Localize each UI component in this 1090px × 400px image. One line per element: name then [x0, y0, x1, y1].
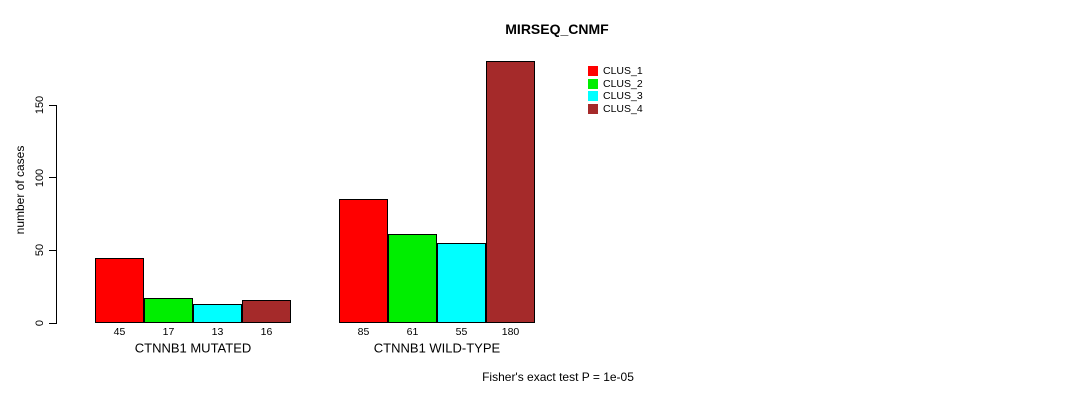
- bar-clus_2-group2: [388, 234, 437, 323]
- y-axis-tick: [49, 322, 56, 324]
- legend-swatch-clus_3: [588, 91, 598, 102]
- bar-clus_3-group2: [437, 243, 486, 323]
- bar-value-label: 16: [260, 326, 273, 338]
- fisher-test-annotation: Fisher's exact test P = 1e-05: [482, 370, 634, 384]
- legend-label-clus_2: CLUS_2: [603, 77, 643, 90]
- legend-swatch-clus_4: [588, 104, 598, 115]
- category-label: CTNNB1 MUTATED: [134, 340, 252, 356]
- y-axis-tick-label: 100: [34, 168, 46, 187]
- bar-value-label: 45: [113, 326, 126, 338]
- legend-swatch-clus_2: [588, 78, 598, 89]
- y-axis-line: [56, 105, 57, 324]
- bar-clus_2-group1: [144, 298, 193, 323]
- legend-label-clus_3: CLUS_3: [603, 90, 643, 103]
- category-label: CTNNB1 WILD-TYPE: [373, 340, 501, 356]
- y-axis-tick: [49, 104, 56, 106]
- bar-value-label: 13: [211, 326, 224, 338]
- bar-value-label: 85: [357, 326, 370, 338]
- y-axis-tick: [49, 249, 56, 251]
- legend-swatch-clus_1: [588, 66, 598, 76]
- legend-label-clus_4: CLUS_4: [603, 103, 643, 116]
- y-axis-tick-label: 50: [34, 244, 46, 257]
- bar-clus_4-group1: [242, 299, 291, 323]
- bar-value-label: 61: [406, 326, 419, 338]
- y-axis-tick-label: 0: [34, 319, 46, 327]
- bar-clus_4-group2: [486, 61, 535, 323]
- y-axis-tick-label: 150: [34, 95, 46, 115]
- chart-title: MIRSEQ_CNMF: [505, 21, 609, 37]
- legend-label-clus_1: CLUS_1: [603, 65, 643, 77]
- bar-clus_1-group2: [339, 199, 388, 323]
- bar-value-label: 180: [501, 326, 520, 338]
- bar-value-label: 17: [162, 326, 175, 338]
- bar-clus_1-group1: [95, 257, 144, 323]
- y-axis-tick: [49, 177, 56, 179]
- bar-clus_3-group1: [193, 304, 242, 323]
- bar-value-label: 55: [455, 326, 468, 338]
